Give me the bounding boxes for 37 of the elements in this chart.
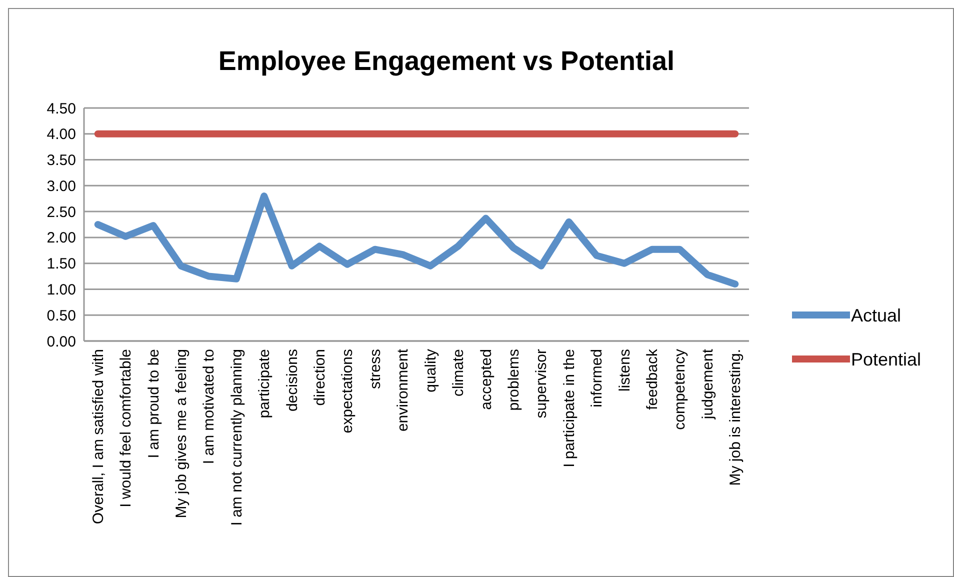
x-tick-label: listens — [616, 349, 634, 392]
x-tick-label: I am motivated to — [200, 349, 218, 464]
x-tick-label: judgement — [699, 348, 716, 420]
x-tick-label: expectations — [339, 349, 356, 434]
x-tick-label: I am proud to be — [145, 349, 162, 458]
x-tick-label: quality — [422, 348, 440, 392]
y-tick-label: 2.50 — [46, 204, 76, 221]
x-tick-label: Overall, I am satisfied with — [90, 349, 107, 524]
x-tick-label: stress — [366, 349, 384, 390]
y-tick-label: 1.00 — [46, 281, 76, 298]
x-tick-label: I would feel comfortable — [118, 349, 135, 508]
legend-label: Potential — [851, 349, 922, 370]
x-tick-label: informed — [588, 349, 606, 408]
x-tick-label: participate — [256, 349, 274, 418]
x-tick-label: climate — [450, 349, 468, 397]
x-tick-label: accepted — [478, 349, 495, 410]
chart-title: Employee Engagement vs Potential — [218, 46, 675, 76]
x-tick-label: My job is interesting. — [727, 349, 744, 486]
x-tick-label: My job gives me a feeling — [172, 349, 190, 518]
x-tick-label: I participate in the — [560, 349, 578, 468]
x-tick-label: problems — [505, 349, 522, 411]
x-tick-label: competency — [672, 348, 689, 430]
y-tick-label: 4.50 — [46, 100, 76, 118]
x-tick-label: decisions — [284, 349, 301, 412]
y-tick-label: 3.00 — [46, 178, 76, 195]
x-tick-label: feedback — [644, 348, 662, 410]
y-tick-label: 0.00 — [46, 333, 76, 350]
x-tick-label: supervisor — [533, 349, 550, 418]
y-tick-label: 3.50 — [46, 152, 76, 170]
legend-label: Actual — [851, 305, 902, 326]
y-tick-label: 2.00 — [46, 230, 76, 247]
y-tick-label: 1.50 — [46, 256, 76, 273]
y-tick-label: 4.00 — [46, 126, 76, 144]
x-tick-label: I am not currently planning — [228, 349, 246, 526]
y-tick-label: 0.50 — [46, 307, 76, 324]
x-tick-label: direction — [312, 349, 329, 406]
x-tick-label: environment — [394, 348, 412, 432]
